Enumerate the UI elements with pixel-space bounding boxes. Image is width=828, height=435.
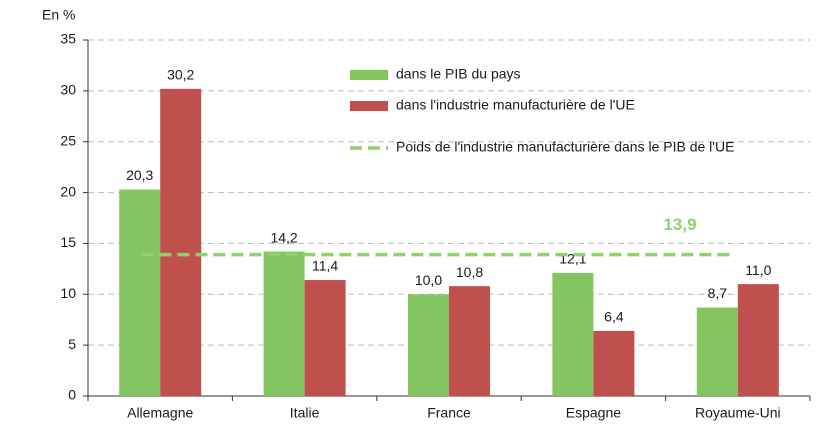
- value-label: 20,3: [126, 167, 153, 183]
- value-label: 11,0: [745, 262, 771, 278]
- legend-label: Poids de l'industrie manufacturière dans…: [396, 139, 734, 155]
- value-label: 6,4: [604, 309, 624, 325]
- value-label: 14,2: [270, 229, 297, 245]
- y-tick-label: 30: [60, 82, 76, 98]
- y-tick-label: 35: [60, 31, 76, 47]
- y-tick-label: 10: [60, 285, 76, 301]
- bar: [552, 272, 594, 396]
- legend-swatch: [350, 70, 388, 80]
- bar: [160, 88, 202, 396]
- y-tick-label: 5: [68, 336, 76, 352]
- value-label: 10,0: [415, 272, 442, 288]
- bar: [737, 284, 779, 396]
- y-tick-label: 0: [68, 387, 76, 403]
- bar: [119, 189, 161, 396]
- bar: [449, 286, 490, 396]
- x-tick-label: Royaume-Uni: [695, 405, 781, 421]
- bar: [696, 307, 738, 396]
- bar: [593, 330, 635, 396]
- x-tick-label: Allemagne: [127, 405, 193, 421]
- value-label: 30,2: [167, 67, 194, 83]
- bar: [408, 294, 449, 396]
- y-axis-label: En %: [42, 7, 75, 23]
- x-tick-label: Espagne: [566, 405, 621, 421]
- legend-label: dans le PIB du pays: [396, 66, 521, 82]
- y-tick-label: 25: [60, 132, 76, 148]
- value-label: 10,8: [456, 264, 483, 280]
- y-tick-label: 15: [60, 234, 76, 250]
- bar: [263, 251, 305, 396]
- legend-swatch: [350, 101, 388, 111]
- value-label: 11,4: [312, 258, 338, 274]
- value-label: 8,7: [708, 285, 728, 301]
- reference-label: 13,9: [663, 215, 696, 234]
- x-tick-label: France: [427, 405, 471, 421]
- legend-label: dans l'industrie manufacturière de l'UE: [396, 97, 635, 113]
- bar: [304, 280, 346, 396]
- x-tick-label: Italie: [290, 405, 320, 421]
- y-tick-label: 20: [60, 183, 76, 199]
